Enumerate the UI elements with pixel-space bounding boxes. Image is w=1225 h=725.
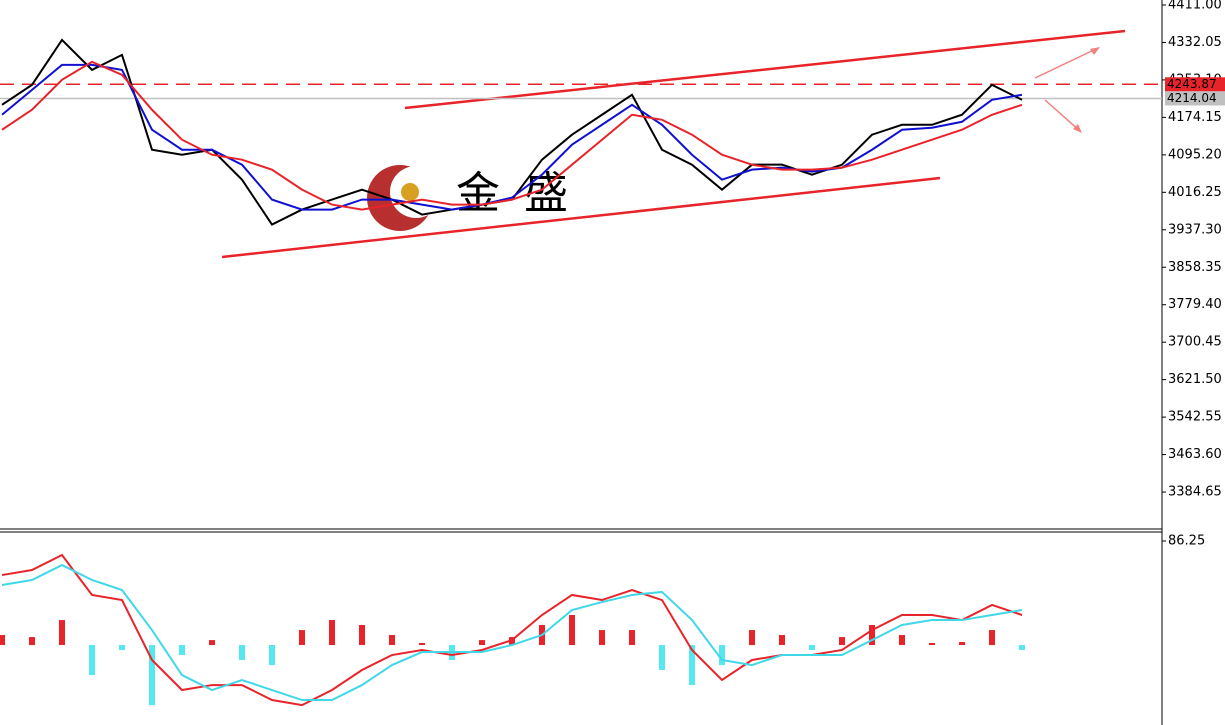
price-tag-label: 4214.04 xyxy=(1167,91,1217,105)
histogram-bar xyxy=(299,630,305,646)
histogram-bar xyxy=(659,645,665,670)
histogram-bar xyxy=(569,614,575,646)
histogram-bar xyxy=(779,635,785,646)
series-line xyxy=(1,63,1023,211)
series-line xyxy=(1,60,1023,211)
histogram-bar xyxy=(599,630,605,646)
histogram-bar xyxy=(149,645,155,706)
y-tick-label: 3621.50 xyxy=(1168,372,1222,387)
y-tick-label: 4016.25 xyxy=(1168,185,1222,200)
histogram-bar xyxy=(209,640,215,646)
arrow xyxy=(1034,47,1099,79)
histogram-bar xyxy=(329,620,335,646)
histogram-bar xyxy=(89,645,95,676)
y-tick-label: 3384.65 xyxy=(1168,485,1222,500)
arrow xyxy=(1044,99,1081,132)
histogram-bar xyxy=(689,645,695,686)
histogram-bar xyxy=(389,635,395,646)
histogram-bar xyxy=(479,640,485,646)
y-tick-label: 3463.60 xyxy=(1168,447,1222,462)
trend-line xyxy=(221,176,941,259)
histogram-bar xyxy=(719,645,725,666)
watermark: 金 xyxy=(456,168,500,219)
series-line xyxy=(1,563,1023,702)
histogram-bar xyxy=(899,635,905,646)
y-tick-label: 4411.00 xyxy=(1168,0,1222,12)
price-tag xyxy=(1165,91,1225,106)
histogram-bar xyxy=(359,625,365,646)
y-tick-label: 3937.30 xyxy=(1168,222,1222,237)
histogram-bar xyxy=(629,630,635,646)
price-tag xyxy=(1165,77,1225,92)
y-tick-label: 3700.45 xyxy=(1168,335,1222,350)
histogram-bar xyxy=(869,625,875,646)
histogram-bar xyxy=(59,620,65,646)
y-tick-label: 3858.35 xyxy=(1168,260,1222,275)
histogram-bar xyxy=(839,637,845,646)
series-line xyxy=(1,553,1023,707)
arrow-head xyxy=(1090,47,1100,55)
trend-line xyxy=(404,29,1126,110)
histogram-bar xyxy=(749,630,755,646)
histogram-bar xyxy=(269,645,275,666)
histogram-bar xyxy=(119,645,125,650)
y-tick-label: 4174.15 xyxy=(1168,110,1222,125)
y-tick-label: 3779.40 xyxy=(1168,297,1222,312)
histogram-bar xyxy=(419,642,425,646)
y-tick-label: 4332.05 xyxy=(1168,35,1222,50)
histogram-bar xyxy=(989,630,995,646)
histogram-bar xyxy=(29,637,35,646)
histogram-bar xyxy=(959,642,965,646)
y-tick-label: 3542.55 xyxy=(1168,410,1222,425)
arrow-head xyxy=(1073,124,1082,133)
logo xyxy=(401,183,419,201)
histogram-bar xyxy=(1019,645,1025,650)
histogram-bar xyxy=(929,642,935,646)
price-tag-label: 4243.87 xyxy=(1167,77,1217,91)
y-tick-label: 86.25 xyxy=(1168,533,1205,548)
histogram-bar xyxy=(809,645,815,650)
histogram-bar xyxy=(0,635,5,646)
histogram-bar xyxy=(179,645,185,656)
histogram-bar xyxy=(239,645,245,660)
y-tick-label: 4095.20 xyxy=(1168,147,1222,162)
